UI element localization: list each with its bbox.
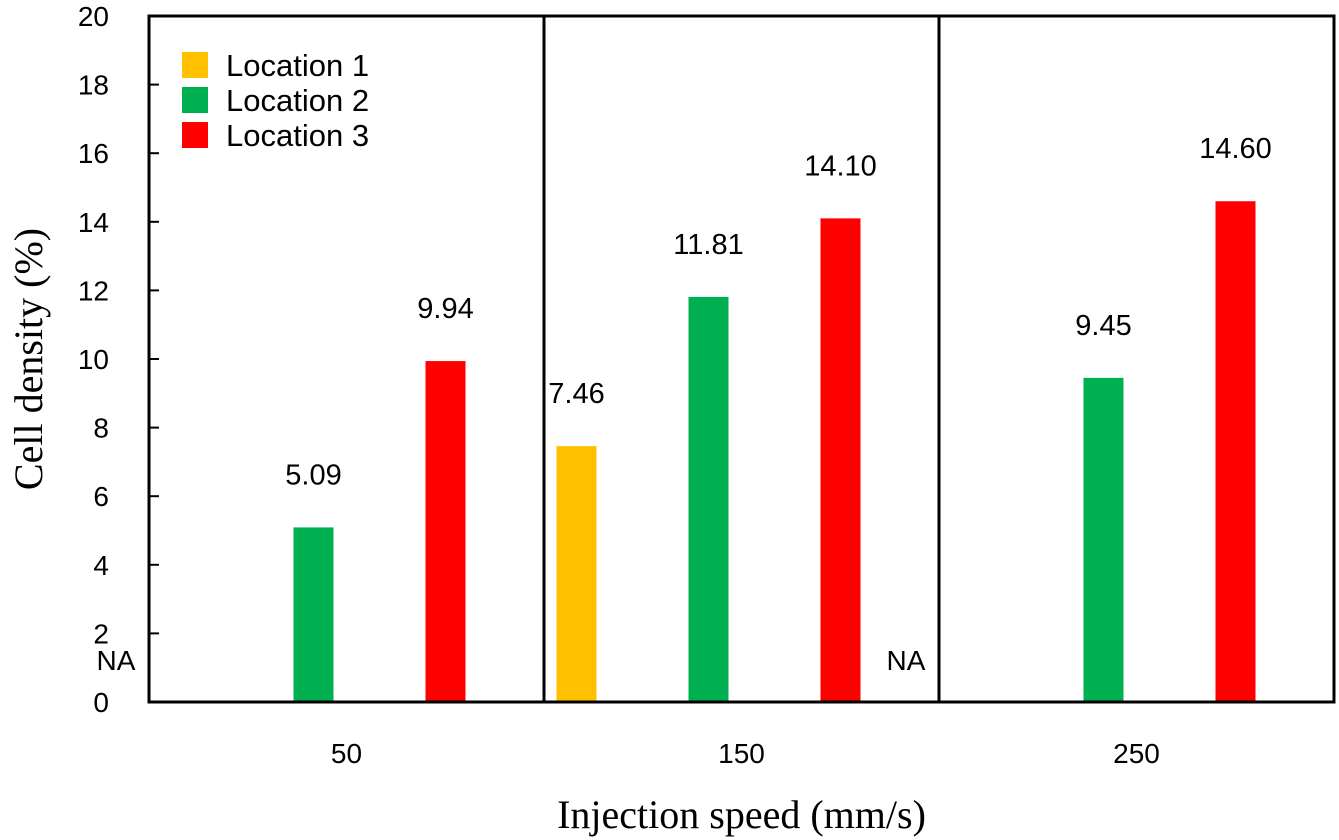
x-tick-label: 150	[718, 738, 765, 769]
data-label: 9.94	[417, 293, 473, 325]
legend-swatch	[182, 122, 208, 148]
panel-dividers	[542, 16, 941, 702]
legend-swatch	[182, 52, 208, 78]
y-tick-label: 14	[78, 207, 109, 238]
y-tick-label: 2	[93, 618, 109, 649]
data-label: 7.46	[548, 378, 604, 410]
bar	[556, 446, 597, 702]
y-tick-label: 20	[78, 1, 109, 32]
na-annotation: NA	[887, 645, 926, 676]
x-axis-tick-labels: 50 150 250	[331, 738, 1160, 769]
data-label: 14.60	[1199, 133, 1272, 165]
data-label: 14.10	[804, 150, 877, 182]
bar	[820, 218, 861, 702]
bar	[1215, 201, 1256, 702]
y-tick-label: 18	[78, 70, 109, 101]
legend-swatch	[182, 87, 208, 113]
y-tick-label: 10	[78, 344, 109, 375]
data-label: 9.45	[1075, 310, 1131, 342]
bar	[688, 296, 729, 702]
y-tick-label: 4	[93, 550, 109, 581]
bars	[293, 201, 1256, 702]
y-tick-label: 12	[78, 275, 109, 306]
y-axis-tick-labels: 0 2 4 6 8 10 12 14 16 18 20	[78, 1, 109, 718]
y-tick-label: 8	[93, 413, 109, 444]
na-annotation: NA	[97, 645, 136, 676]
bar	[293, 527, 334, 702]
x-axis-title: Injection speed (mm/s)	[557, 792, 926, 837]
data-labels: 7.46 5.09 11.81 9.45 9.94 14.10 14.60	[285, 133, 1272, 491]
legend-label: Location 3	[226, 118, 369, 153]
x-tick-label: 50	[331, 738, 362, 769]
y-axis-ticks	[149, 15, 159, 703]
x-tick-label: 250	[1113, 738, 1160, 769]
bar	[425, 361, 466, 702]
y-axis-title: Cell density (%)	[6, 228, 51, 490]
y-tick-label: 6	[93, 481, 109, 512]
y-tick-label: 0	[93, 687, 109, 718]
data-label: 5.09	[285, 459, 341, 491]
bar	[1083, 377, 1124, 702]
y-tick-label: 16	[78, 138, 109, 169]
data-label: 11.81	[673, 229, 743, 261]
legend-label: Location 2	[226, 83, 369, 118]
legend-label: Location 1	[226, 48, 369, 83]
annotations: NA NA	[97, 645, 926, 676]
